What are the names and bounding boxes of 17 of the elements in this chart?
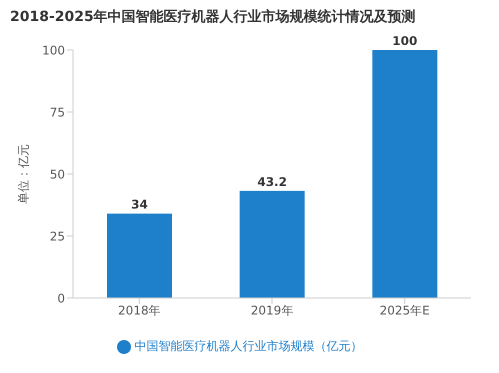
y-tick-label: 0 xyxy=(57,291,65,306)
data-label: 100 xyxy=(392,34,418,48)
y-tick-label: 50 xyxy=(50,167,65,182)
chart-title: 2018-2025年中国智能医疗机器人行业市场规模统计情况及预测 xyxy=(9,8,417,27)
bar xyxy=(107,214,172,298)
y-tick-label: 75 xyxy=(50,105,65,120)
x-tick-label: 2018年 xyxy=(118,304,161,318)
data-label: 43.2 xyxy=(257,174,287,189)
bar xyxy=(240,190,305,298)
y-axis-title: 单位：亿元 xyxy=(16,144,30,204)
y-tick-label: 100 xyxy=(42,43,65,58)
bar xyxy=(372,50,438,298)
data-label: 34 xyxy=(131,198,148,212)
x-tick-label: 2025年E xyxy=(380,304,430,318)
legend-label: 中国智能医疗机器人行业市场规模（亿元） xyxy=(134,339,362,353)
x-tick-label: 2019年 xyxy=(250,304,294,318)
y-tick-label: 25 xyxy=(50,229,65,244)
